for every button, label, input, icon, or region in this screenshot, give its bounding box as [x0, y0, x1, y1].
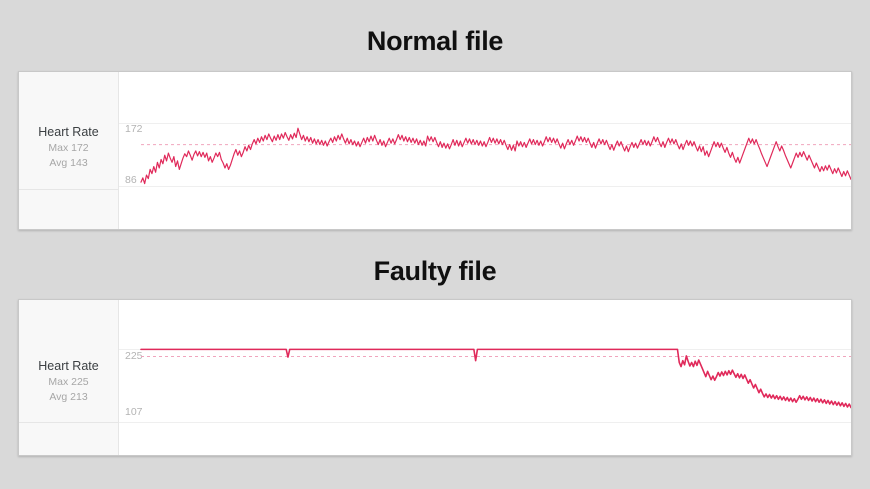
axis-tick-min: 107 — [125, 406, 143, 418]
metric-max-value: Max 172 — [48, 142, 89, 154]
gridline-bottom — [119, 422, 851, 423]
chart-card-faulty: Heart Rate Max 225 Avg 213 225 107 — [18, 299, 852, 456]
section-title-normal: Normal file — [366, 26, 504, 56]
chart-card-normal: Heart Rate Max 172 Avg 143 172 86 — [18, 71, 852, 230]
metric-label-panel-normal: Heart Rate Max 172 Avg 143 — [19, 72, 119, 229]
metric-label-panel-faulty: Heart Rate Max 225 Avg 213 — [19, 300, 119, 455]
metric-avg-value: Avg 143 — [49, 157, 88, 169]
heart-rate-trace-faulty — [140, 348, 851, 409]
panel-divider — [19, 422, 118, 423]
section-title-faulty: Faulty file — [373, 256, 497, 286]
gridline-top — [119, 123, 851, 124]
axis-tick-min: 86 — [125, 174, 137, 186]
heart-rate-trace-normal — [140, 127, 851, 185]
axis-tick-max: 172 — [125, 123, 143, 135]
gridline-bottom — [119, 186, 851, 187]
metric-name: Heart Rate — [38, 359, 99, 373]
metric-label-stack: Heart Rate Max 172 Avg 143 — [19, 124, 118, 171]
metric-max-value: Max 225 — [48, 376, 89, 388]
metric-label-stack: Heart Rate Max 225 Avg 213 — [19, 358, 118, 405]
panel-divider — [19, 189, 118, 190]
axis-tick-max: 225 — [125, 350, 143, 362]
metric-avg-value: Avg 213 — [49, 391, 88, 403]
metric-name: Heart Rate — [38, 125, 99, 139]
chart-plot-normal[interactable]: 172 86 — [119, 72, 851, 229]
chart-plot-faulty[interactable]: 225 107 — [119, 300, 851, 455]
